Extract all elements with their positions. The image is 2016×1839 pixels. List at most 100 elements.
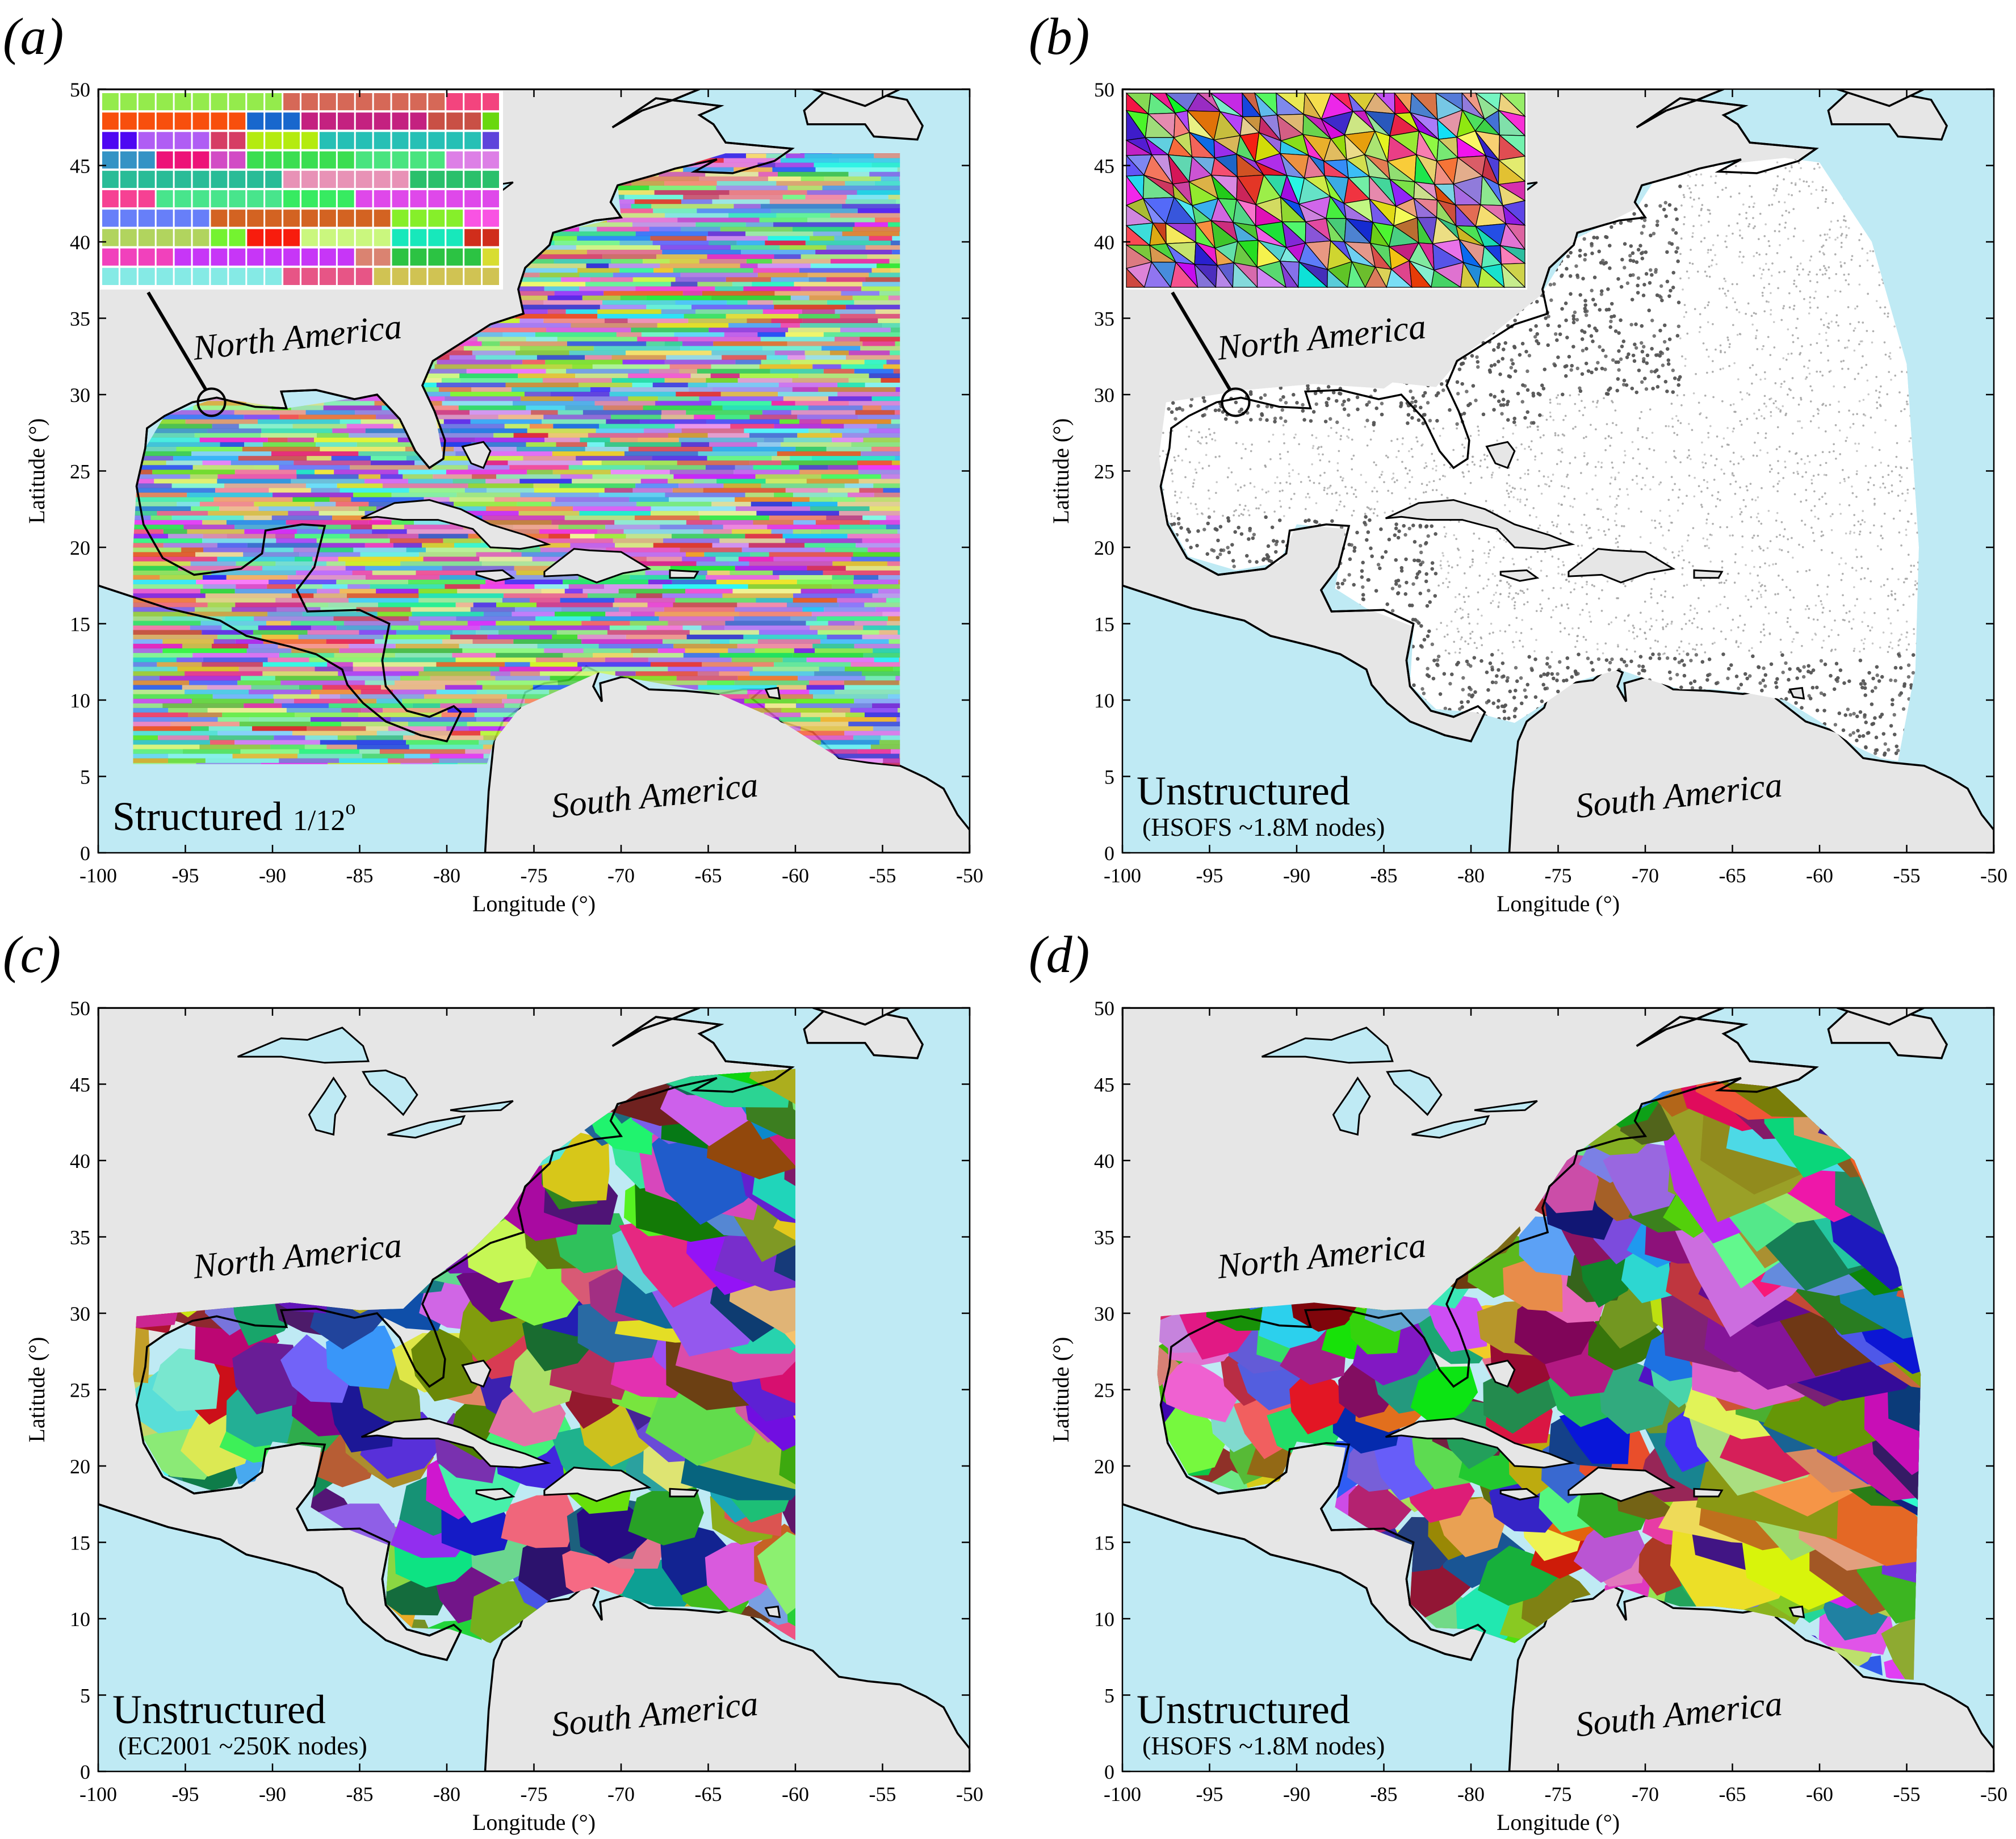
- x-tick-label: -70: [1632, 1783, 1659, 1806]
- panel-label: (c): [3, 925, 61, 983]
- y-tick-label: 15: [1094, 1532, 1114, 1555]
- panel-b: -100 -95 -90 -85 -80 -75 -70 -65 -60 -55 -50 0 5 10 15…: [1029, 7, 2007, 916]
- x-tick-label: -85: [346, 864, 374, 887]
- y-tick-label: 5: [1104, 1685, 1114, 1707]
- y-tick-label: 5: [80, 766, 90, 789]
- method-subtitle: (EC2001 ~250K nodes): [118, 1731, 367, 1760]
- y-tick-label: 50: [70, 997, 90, 1020]
- method-title: Unstructured: [112, 1687, 326, 1732]
- x-tick-label: -50: [956, 1783, 983, 1806]
- x-tick-label: -60: [782, 864, 809, 887]
- great-lake: [362, 1069, 418, 1116]
- mesh-inset: [100, 91, 503, 290]
- inset-pointer-line: [146, 291, 208, 391]
- labrador-landmass: [1837, 89, 1994, 107]
- panel-a: -100 -95 -90 -85 -80 -75 -70 -65 -60 -55 -50 0 5 10 15…: [3, 7, 983, 916]
- great-lake: [387, 1115, 466, 1139]
- x-tick-label: -95: [1196, 1783, 1223, 1806]
- y-tick-label: 35: [1094, 1226, 1114, 1249]
- great-lake: [237, 1027, 370, 1064]
- y-tick-label: 15: [1094, 613, 1114, 636]
- x-tick-label: -90: [1283, 864, 1310, 887]
- panel-label: (a): [3, 7, 64, 65]
- x-tick-label: -55: [1893, 1783, 1921, 1806]
- newfoundland-landmass: [1827, 1008, 1948, 1059]
- y-tick-label: 25: [70, 460, 90, 483]
- y-tick-label: 45: [70, 155, 90, 178]
- x-tick-label: -95: [172, 864, 199, 887]
- x-axis-label: Longitude (°): [472, 1809, 596, 1835]
- x-tick-label: -60: [1806, 864, 1833, 887]
- x-tick-label: -90: [259, 864, 286, 887]
- y-tick-label: 0: [1104, 842, 1114, 865]
- x-tick-label: -75: [1545, 864, 1572, 887]
- x-tick-label: -80: [1457, 1783, 1485, 1806]
- y-tick-label: 30: [1094, 384, 1114, 407]
- x-tick-label: -90: [259, 1783, 286, 1806]
- x-tick-label: -75: [1545, 1783, 1572, 1806]
- y-tick-label: 10: [1094, 689, 1114, 712]
- labrador-landmass: [812, 89, 970, 107]
- great-lake: [1386, 1069, 1443, 1116]
- great-lake: [308, 1076, 347, 1136]
- y-axis-label: Latitude (°): [24, 1337, 49, 1443]
- panel-d: -100 -95 -90 -85 -80 -75 -70 -65 -60 -55 -50 0 5 10 15…: [1029, 925, 2007, 1835]
- y-tick-label: 40: [70, 231, 90, 254]
- y-tick-label: 20: [1094, 1455, 1114, 1478]
- panel-label: (d): [1029, 925, 1089, 983]
- y-tick-label: 0: [1104, 1761, 1114, 1783]
- y-tick-label: 45: [1094, 1074, 1114, 1096]
- y-tick-label: 45: [70, 1074, 90, 1096]
- y-tick-label: 35: [1094, 308, 1114, 330]
- y-tick-label: 15: [70, 1532, 90, 1555]
- y-tick-label: 5: [80, 1685, 90, 1707]
- x-tick-label: -55: [869, 1783, 896, 1806]
- y-tick-label: 0: [80, 842, 90, 865]
- y-tick-label: 50: [1094, 997, 1114, 1020]
- y-tick-label: 0: [80, 1761, 90, 1783]
- x-tick-label: -100: [79, 864, 117, 887]
- x-tick-label: -80: [433, 864, 460, 887]
- y-tick-label: 35: [70, 308, 90, 330]
- method-title: Unstructured: [1137, 1687, 1350, 1732]
- labrador-landmass: [812, 1008, 970, 1026]
- great-lake: [450, 1100, 514, 1113]
- great-lake: [1474, 1100, 1538, 1113]
- method-subtitle: (HSOFS ~1.8M nodes): [1142, 812, 1385, 841]
- inset-locator-circle: [196, 387, 227, 417]
- panel-label: (b): [1029, 7, 1089, 65]
- y-tick-label: 10: [70, 1608, 90, 1631]
- x-tick-label: -50: [1980, 1783, 2007, 1806]
- y-tick-label: 25: [70, 1379, 90, 1402]
- y-tick-label: 40: [1094, 1150, 1114, 1172]
- y-tick-label: 25: [1094, 460, 1114, 483]
- x-tick-label: -65: [1719, 1783, 1746, 1806]
- x-tick-label: -80: [433, 1783, 460, 1806]
- inset-locator-circle: [1221, 387, 1251, 417]
- great-lake: [1332, 1076, 1371, 1136]
- y-tick-label: 30: [70, 384, 90, 407]
- x-tick-label: -85: [346, 1783, 374, 1806]
- y-tick-label: 5: [1104, 766, 1114, 789]
- y-tick-label: 40: [1094, 231, 1114, 254]
- y-tick-label: 10: [70, 689, 90, 712]
- labrador-landmass: [1837, 1008, 1994, 1026]
- y-tick-label: 30: [1094, 1302, 1114, 1325]
- y-tick-label: 50: [70, 78, 90, 101]
- x-tick-label: -55: [1893, 864, 1921, 887]
- x-tick-label: -95: [172, 1783, 199, 1806]
- x-tick-label: -100: [1104, 864, 1141, 887]
- y-tick-label: 50: [1094, 78, 1114, 101]
- newfoundland-landmass: [1827, 89, 1948, 141]
- y-tick-label: 25: [1094, 1379, 1114, 1402]
- y-tick-label: 45: [1094, 155, 1114, 178]
- x-tick-label: -50: [956, 864, 983, 887]
- x-tick-label: -90: [1283, 1783, 1310, 1806]
- y-tick-label: 40: [70, 1150, 90, 1172]
- x-tick-label: -85: [1370, 864, 1398, 887]
- method-subtitle: (HSOFS ~1.8M nodes): [1142, 1731, 1385, 1760]
- x-tick-label: -70: [607, 864, 635, 887]
- y-axis-label: Latitude (°): [24, 418, 49, 524]
- x-tick-label: -85: [1370, 1783, 1398, 1806]
